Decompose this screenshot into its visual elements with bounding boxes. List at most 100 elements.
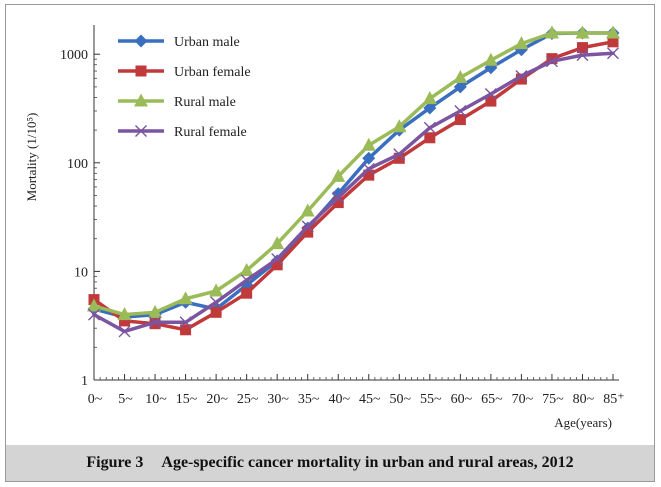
point-urban-female (393, 152, 405, 164)
x-tick-label: 80~ (573, 392, 595, 407)
point-rural-female (393, 148, 406, 161)
point-urban-female (454, 114, 466, 126)
point-rural-male (575, 25, 590, 39)
point-rural-female (88, 308, 100, 321)
x-tick-label: 20~ (206, 392, 228, 407)
point-rural-male (148, 304, 163, 318)
figure-number: Figure 3 (86, 454, 144, 471)
x-tick-label: 5~ (118, 392, 133, 407)
point-rural-male (117, 307, 132, 321)
y-tick-label: 1 (81, 374, 88, 389)
point-rural-male (331, 168, 346, 182)
point-urban-female (332, 197, 344, 209)
line-rural-female (92, 51, 615, 334)
legend-label: Urban male (174, 35, 240, 50)
plot-area: 1 10 100 1000 0~ 5~ 10~ 15~ 20~ 25~ 30~ 35~ 40~ 45~ 50… (6, 5, 656, 445)
point-rural-male (392, 119, 407, 133)
x-tick-label: 65~ (481, 392, 503, 407)
x-tick-label: 25~ (237, 392, 259, 407)
x-tick-label: 10~ (145, 392, 167, 407)
point-urban-female (546, 53, 558, 65)
legend-marker (135, 65, 147, 77)
figure-caption: Figure 3 Age-specific cancer mortality i… (6, 445, 654, 481)
x-tick-label: 55~ (420, 392, 442, 407)
x-tick-label: 70~ (512, 392, 534, 407)
figure: 1 10 100 1000 0~ 5~ 10~ 15~ 20~ 25~ 30~ 35~ 40~ 45~ 50… (5, 4, 655, 482)
legend-label: Urban female (174, 65, 251, 80)
x-tick-label: 40~ (328, 392, 350, 407)
point-urban-female (119, 315, 131, 327)
point-rural-female (179, 316, 192, 329)
point-rural-female (118, 325, 131, 338)
point-urban-female (485, 95, 497, 107)
legend-label: Rural female (174, 125, 247, 140)
x-tick-label: 35~ (298, 392, 320, 407)
point-urban-female (424, 132, 436, 144)
x-tick-label: 60~ (451, 392, 473, 407)
point-urban-female (363, 169, 375, 181)
x-tick-label: 15~ (176, 392, 198, 407)
point-rural-male (544, 25, 559, 39)
point-rural-male (514, 36, 529, 50)
point-rural-female (576, 49, 589, 62)
x-tick-label: 30~ (267, 392, 289, 407)
point-rural-female (484, 88, 497, 101)
point-rural-female (271, 253, 284, 266)
point-rural-female (240, 274, 253, 287)
x-tick-label: 45~ (359, 392, 381, 407)
y-tick-label: 100 (67, 157, 88, 172)
legend-item-urban-female: Urban female (118, 65, 251, 80)
point-urban-female (210, 306, 222, 318)
point-rural-female (607, 47, 619, 60)
point-rural-male (483, 52, 498, 66)
y-tick-label: 1000 (60, 48, 88, 63)
legend-marker (134, 34, 148, 48)
point-rural-female (454, 104, 467, 117)
y-axis-title: Mortality (1/10⁵) (24, 113, 39, 202)
point-urban-female (271, 259, 283, 271)
series-rural-male (87, 25, 620, 321)
x-tick-label: 75~ (542, 392, 564, 407)
point-urban-male (362, 151, 376, 165)
legend-item-rural-female: Rural female (118, 125, 247, 140)
x-tick-label: 0~ (88, 392, 103, 407)
point-urban-male (423, 101, 437, 115)
legend-item-rural-male: Rural male (118, 93, 236, 110)
point-rural-male (239, 262, 254, 276)
point-urban-female (576, 42, 588, 54)
point-rural-male (178, 291, 193, 305)
x-tick-label: 85⁺ (603, 392, 624, 407)
point-rural-female (423, 121, 436, 134)
point-rural-female (515, 69, 528, 82)
y-tick-label: 10 (74, 265, 88, 280)
figure-caption-text: Age-specific cancer mortality in urban a… (161, 454, 574, 471)
point-rural-male (300, 203, 315, 217)
legend-marker (135, 125, 147, 137)
series-rural-female (88, 47, 619, 338)
point-rural-female (149, 316, 162, 329)
x-axis-title: Age(years) (554, 415, 612, 430)
point-rural-male (87, 298, 101, 312)
legend-marker (134, 93, 148, 107)
point-urban-female (180, 324, 192, 336)
series-urban-female (88, 36, 619, 336)
point-urban-female (302, 226, 314, 238)
point-rural-female (301, 220, 314, 233)
point-rural-male (361, 137, 376, 151)
point-urban-male (484, 61, 498, 75)
point-rural-male (209, 283, 224, 297)
point-rural-male (606, 25, 620, 39)
point-rural-male (422, 91, 437, 105)
point-urban-female (607, 36, 619, 48)
series-urban-male (87, 26, 620, 324)
point-urban-male (453, 80, 467, 94)
mortality-line-chart: 1 10 100 1000 0~ 5~ 10~ 15~ 20~ 25~ 30~ 35~ 40~ 45~ 50… (24, 25, 625, 430)
line-urban-female (92, 40, 615, 332)
line-urban-male (92, 31, 615, 319)
point-rural-female (332, 191, 345, 204)
point-urban-female (515, 73, 527, 85)
legend-item-urban-male: Urban male (118, 34, 240, 50)
x-tick-label: 50~ (390, 392, 412, 407)
legend: Urban male Urban female Rural male Rural fe… (118, 34, 251, 140)
point-rural-female (362, 162, 375, 175)
